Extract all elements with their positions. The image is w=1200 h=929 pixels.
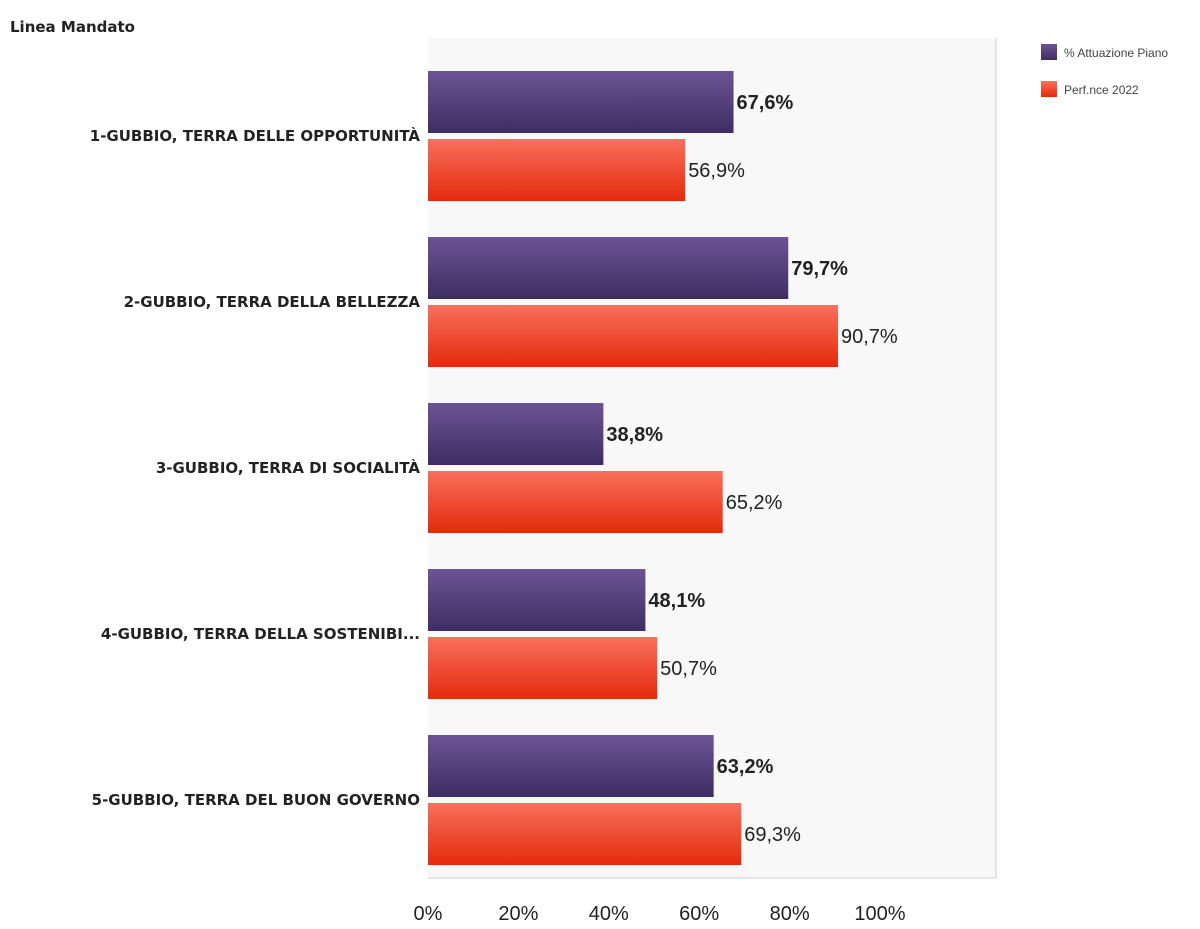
bar <box>428 637 658 699</box>
bar <box>428 71 734 133</box>
bar <box>428 803 742 865</box>
x-tick-label: 60% <box>679 903 719 925</box>
legend-label: Perf.nce 2022 <box>1064 83 1139 97</box>
legend-swatch <box>1041 44 1057 60</box>
x-tick-label: 100% <box>854 903 905 925</box>
data-label: 65,2% <box>726 492 783 514</box>
bar <box>428 569 646 631</box>
x-tick-label: 80% <box>770 903 810 925</box>
bar <box>428 237 789 299</box>
data-label: 48,1% <box>648 590 705 612</box>
bar <box>428 735 714 797</box>
bar <box>428 139 686 201</box>
category-label: 4-GUBBIO, TERRA DELLA SOSTENIBI... <box>101 625 420 643</box>
data-label: 69,3% <box>744 824 801 846</box>
data-label: 90,7% <box>841 326 898 348</box>
bar <box>428 471 723 533</box>
category-label: 2-GUBBIO, TERRA DELLA BELLEZZA <box>124 293 421 311</box>
data-label: 50,7% <box>660 658 717 680</box>
x-tick-label: 40% <box>589 903 629 925</box>
x-tick-label: 20% <box>498 903 538 925</box>
dimension-title: Linea Mandato <box>10 18 135 36</box>
category-label: 3-GUBBIO, TERRA DI SOCIALITÀ <box>156 458 421 477</box>
x-tick-label: 0% <box>414 903 443 925</box>
bar <box>428 305 838 367</box>
legend-label: % Attuazione Piano <box>1064 46 1168 60</box>
category-label: 1-GUBBIO, TERRA DELLE OPPORTUNITÀ <box>90 126 421 145</box>
bar <box>428 403 604 465</box>
legend-swatch <box>1041 81 1057 97</box>
data-label: 63,2% <box>717 756 774 778</box>
category-label: 5-GUBBIO, TERRA DEL BUON GOVERNO <box>92 791 420 809</box>
data-label: 56,9% <box>688 160 745 182</box>
data-label: 79,7% <box>791 258 848 280</box>
data-label: 67,6% <box>737 92 794 114</box>
data-label: 38,8% <box>606 424 663 446</box>
